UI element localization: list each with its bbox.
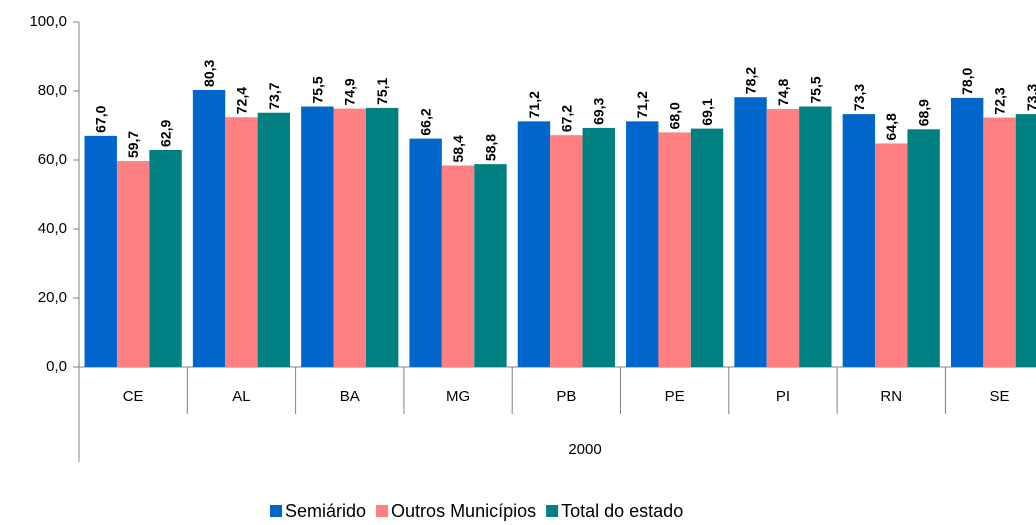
bar xyxy=(409,138,442,367)
bar xyxy=(907,129,940,367)
x-tick-label: PB xyxy=(556,388,576,405)
value-label: 75,1 xyxy=(374,77,390,104)
x-tick-label: SE xyxy=(990,388,1010,405)
x-tick-label: AL xyxy=(232,388,250,405)
value-label: 74,9 xyxy=(342,78,358,105)
legend-swatch xyxy=(270,505,282,517)
bar xyxy=(1015,114,1036,368)
value-label: 73,3 xyxy=(851,84,867,111)
bar xyxy=(84,135,117,367)
y-tick-label: 80,0 xyxy=(38,82,67,99)
bar xyxy=(149,149,182,367)
bar xyxy=(766,108,800,367)
value-label: 73,7 xyxy=(266,82,282,109)
group-label: 2000 xyxy=(568,441,601,458)
value-label: 78,2 xyxy=(743,67,759,94)
bar xyxy=(441,165,475,367)
y-tick-label: 40,0 xyxy=(38,220,67,237)
bar xyxy=(626,121,659,367)
bar xyxy=(658,132,691,367)
x-tick-label: RN xyxy=(880,388,902,405)
value-label: 73,3 xyxy=(1024,84,1036,111)
bar xyxy=(690,128,724,367)
value-label: 68,0 xyxy=(667,102,683,129)
bar xyxy=(983,117,1016,367)
bar xyxy=(582,127,615,367)
legend-label: Outros Municípios xyxy=(391,501,536,521)
y-tick-label: 100,0 xyxy=(29,13,67,30)
legend-label: Semiárido xyxy=(285,501,366,521)
x-tick-label: PE xyxy=(665,388,685,405)
x-tick-label: PI xyxy=(776,388,790,405)
bar xyxy=(192,89,226,367)
bar xyxy=(333,108,366,367)
value-label: 71,2 xyxy=(526,91,542,118)
value-label: 72,3 xyxy=(992,87,1008,114)
y-tick-label: 60,0 xyxy=(38,151,67,168)
value-label: 68,9 xyxy=(916,99,932,126)
value-label: 67,2 xyxy=(558,105,574,132)
bar xyxy=(301,106,334,368)
bar xyxy=(257,112,291,367)
value-label: 75,5 xyxy=(807,76,823,103)
value-label: 78,0 xyxy=(959,67,975,94)
value-label: 69,3 xyxy=(591,97,607,124)
value-label: 67,0 xyxy=(93,105,109,132)
x-tick-label: MG xyxy=(446,388,470,405)
value-label: 72,4 xyxy=(233,87,249,114)
value-label: 80,3 xyxy=(201,60,217,87)
value-label: 71,2 xyxy=(634,91,650,118)
bar xyxy=(875,143,908,367)
bar xyxy=(365,107,399,367)
value-label: 59,7 xyxy=(125,131,141,158)
x-tick-label: BA xyxy=(340,388,360,405)
bar xyxy=(225,117,258,367)
bar xyxy=(474,164,507,367)
bar xyxy=(734,97,767,368)
bar xyxy=(842,114,876,368)
value-label: 62,9 xyxy=(158,120,174,147)
bar xyxy=(116,161,150,367)
value-label: 69,1 xyxy=(699,98,715,125)
bar xyxy=(517,121,551,367)
bar xyxy=(950,97,984,368)
value-label: 66,2 xyxy=(418,108,434,135)
y-tick-label: 0,0 xyxy=(46,358,67,375)
x-tick-label: CE xyxy=(123,388,144,405)
value-label: 74,8 xyxy=(775,78,791,105)
legend-swatch xyxy=(376,505,389,517)
value-label: 58,4 xyxy=(450,135,466,162)
bar xyxy=(799,106,832,368)
value-label: 75,5 xyxy=(309,76,325,103)
y-tick-label: 20,0 xyxy=(38,289,67,306)
legend-label: Total do estado xyxy=(561,501,683,521)
value-label: 64,8 xyxy=(883,113,899,140)
legend-swatch xyxy=(546,505,559,517)
bar xyxy=(550,135,583,367)
value-label: 58,8 xyxy=(482,134,498,161)
